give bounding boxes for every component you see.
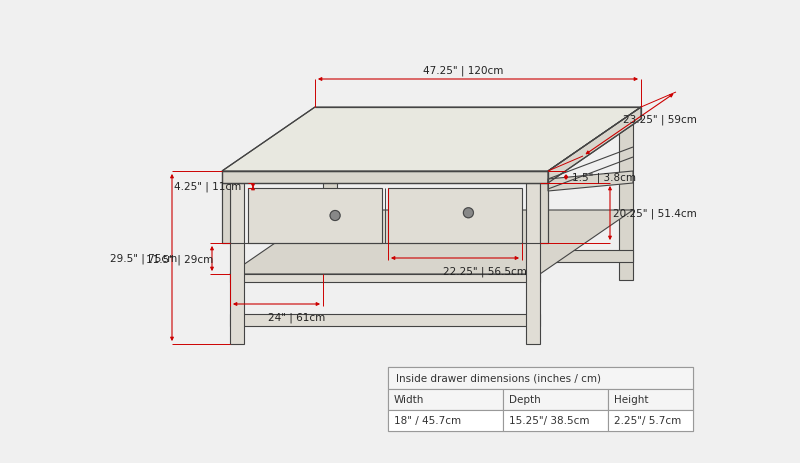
Bar: [503, 389, 608, 410]
Polygon shape: [222, 172, 548, 184]
Text: 47.25" | 120cm: 47.25" | 120cm: [423, 66, 503, 76]
Text: 18" / 45.7cm: 18" / 45.7cm: [394, 416, 461, 425]
Text: 2.25"/ 5.7cm: 2.25"/ 5.7cm: [614, 416, 682, 425]
Polygon shape: [222, 184, 230, 244]
Polygon shape: [548, 172, 633, 192]
Bar: [608, 389, 693, 410]
Bar: [388, 410, 503, 431]
Text: 20.25" | 51.4cm: 20.25" | 51.4cm: [613, 208, 697, 219]
Text: 23.25" | 59cm: 23.25" | 59cm: [622, 114, 697, 125]
Circle shape: [330, 211, 340, 221]
Text: 15.25"/ 38.5cm: 15.25"/ 38.5cm: [509, 416, 590, 425]
Text: Inside drawer dimensions (inches / cm): Inside drawer dimensions (inches / cm): [396, 373, 601, 383]
Polygon shape: [230, 314, 540, 326]
Polygon shape: [230, 211, 633, 275]
Polygon shape: [388, 188, 522, 244]
Text: 4.25" | 11cm: 4.25" | 11cm: [174, 181, 242, 191]
Polygon shape: [222, 108, 641, 172]
Polygon shape: [323, 120, 337, 281]
Polygon shape: [248, 188, 382, 244]
Polygon shape: [230, 275, 540, 282]
Text: 22.25" | 56.5cm: 22.25" | 56.5cm: [443, 266, 527, 277]
Polygon shape: [548, 108, 641, 184]
Bar: [388, 367, 693, 389]
Text: Depth: Depth: [509, 394, 541, 405]
Polygon shape: [619, 120, 633, 281]
Polygon shape: [526, 184, 540, 344]
Text: 11.5" | 29cm: 11.5" | 29cm: [146, 254, 214, 264]
Bar: [503, 410, 608, 431]
Polygon shape: [323, 250, 633, 263]
Bar: [388, 389, 503, 410]
Polygon shape: [540, 184, 548, 244]
Text: 1.5" | 3.8cm: 1.5" | 3.8cm: [572, 172, 636, 183]
Bar: [388, 367, 693, 431]
Text: 24" | 61cm: 24" | 61cm: [268, 312, 325, 323]
Text: Height: Height: [614, 394, 649, 405]
Circle shape: [463, 208, 474, 218]
Text: Width: Width: [394, 394, 424, 405]
Bar: [608, 410, 693, 431]
Text: 29.5" | 75cm: 29.5" | 75cm: [110, 253, 178, 263]
Polygon shape: [230, 184, 244, 344]
